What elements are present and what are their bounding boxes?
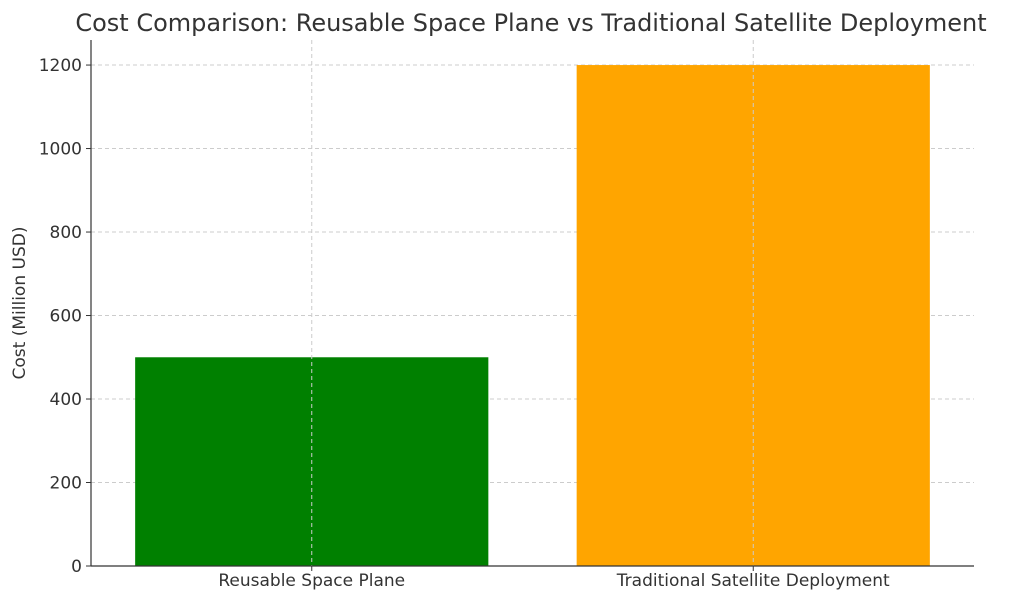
x-tick-label: Reusable Space Plane	[218, 571, 405, 591]
x-axis-ticks: Reusable Space Plane Traditional Satellit…	[218, 566, 890, 591]
y-tick-label: 200	[50, 474, 82, 494]
y-tick-label: 400	[50, 390, 82, 410]
x-gridlines-overlay	[311, 40, 754, 566]
chart-title: Cost Comparison: Reusable Space Plane vs…	[75, 9, 986, 37]
y-tick-label: 1200	[39, 56, 82, 76]
y-tick-label: 600	[50, 307, 82, 327]
y-axis-ticks: 0 200 400 600 800 1000 1200	[39, 56, 91, 577]
x-tick-label: Traditional Satellite Deployment	[616, 571, 890, 591]
y-tick-label: 1000	[39, 140, 82, 160]
y-axis-label: Cost (Million USD)	[10, 227, 30, 380]
y-tick-label: 800	[50, 223, 82, 243]
y-tick-label: 0	[71, 557, 82, 577]
